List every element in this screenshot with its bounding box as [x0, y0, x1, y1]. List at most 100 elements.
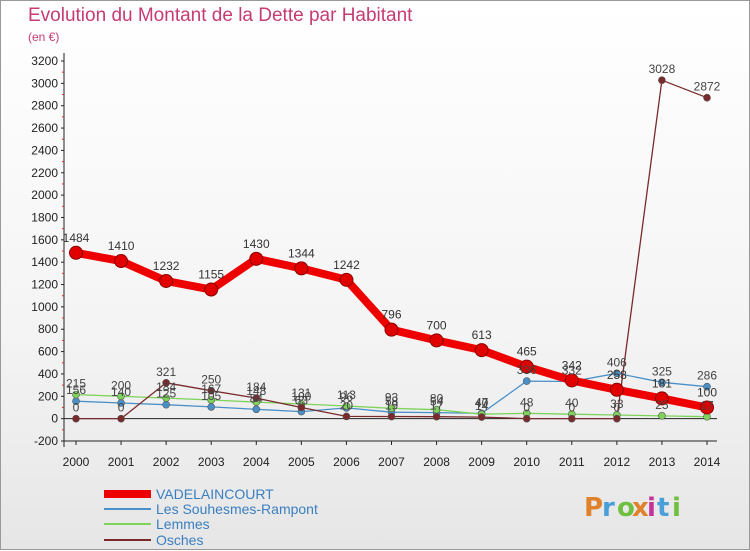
data-label: 332	[562, 364, 582, 378]
logo-letter: i	[647, 493, 656, 523]
data-label: 181	[652, 376, 672, 390]
series-point	[387, 412, 396, 421]
series-point	[613, 414, 621, 423]
series-point	[567, 414, 576, 423]
data-label: 33	[610, 397, 624, 411]
y-tick-label: 2400	[31, 143, 58, 157]
data-label: 84	[250, 391, 264, 405]
legend-label: Les Souhesmes-Rampont	[156, 501, 318, 517]
series-point	[342, 402, 351, 410]
data-label: 3028	[649, 62, 676, 76]
main-series-point	[294, 261, 309, 276]
series-point	[207, 396, 216, 404]
y-tick-label: 2200	[31, 166, 58, 180]
y-tick-label: 1200	[31, 278, 58, 292]
main-series-point	[204, 282, 219, 297]
main-series-point	[114, 254, 129, 269]
main-series-point	[654, 391, 669, 406]
data-label: 58	[385, 394, 399, 408]
data-label: 342	[562, 358, 582, 372]
main-series-point	[429, 333, 444, 348]
data-label: 156	[66, 383, 86, 397]
axes: -200020040060080010001200140016001800200…	[31, 53, 721, 469]
data-label: 40	[565, 396, 579, 410]
x-tick-label: 2003	[198, 455, 225, 469]
series-point	[658, 76, 666, 85]
data-label: 1242	[333, 258, 360, 272]
data-label: 100	[697, 385, 717, 399]
data-label: 14	[475, 399, 489, 413]
data-label: 286	[697, 369, 717, 383]
y-tick-label: 1000	[31, 300, 58, 314]
series-point	[522, 414, 531, 423]
series-point	[117, 392, 125, 401]
x-tick-label: 2007	[378, 455, 405, 469]
x-tick-label: 2004	[243, 455, 270, 469]
x-tick-label: 2012	[604, 455, 631, 469]
series-point	[342, 412, 351, 421]
data-label: 321	[156, 365, 176, 379]
series-point	[162, 400, 170, 409]
data-label: 17	[700, 399, 714, 413]
data-label: 325	[652, 364, 672, 378]
data-label: 336	[517, 363, 537, 377]
series-point	[162, 378, 170, 387]
data-label: 406	[607, 355, 627, 369]
y-tick-label: 1600	[31, 233, 58, 247]
data-label: 1410	[108, 239, 135, 253]
logo-letter: i	[672, 493, 681, 523]
series-point	[613, 369, 621, 378]
chart-subtitle: (en €)	[28, 30, 60, 44]
data-label: 40	[475, 396, 489, 410]
data-label: 0	[614, 401, 621, 415]
data-label: 113	[337, 388, 356, 402]
legend-label: Osches	[156, 532, 203, 548]
data-label: 105	[201, 389, 221, 403]
logo-letter: x	[632, 493, 649, 523]
data-label: 250	[201, 373, 221, 387]
series-point	[207, 403, 216, 411]
series-point	[477, 413, 486, 421]
data-label: 54	[430, 395, 444, 409]
y-tick-label: 800	[38, 322, 58, 336]
series-point	[432, 412, 441, 421]
y-tick-label: 3200	[31, 54, 58, 68]
data-label: 48	[520, 395, 534, 409]
main-series-point	[609, 382, 624, 397]
x-tick-label: 2001	[108, 455, 135, 469]
data-label: 2872	[694, 80, 721, 94]
y-tick-label: 1400	[31, 255, 58, 269]
proxiti-logo: Pr oxi t i	[584, 493, 681, 523]
data-label: 93	[385, 390, 399, 404]
data-label: 0	[568, 401, 575, 415]
series-point	[658, 412, 666, 420]
chart-title: Evolution du Montant de la Dette par Hab…	[28, 5, 413, 26]
series-point	[703, 382, 711, 391]
legend-label: VADELAINCOURT	[156, 486, 274, 502]
x-tick-label: 2008	[423, 455, 450, 469]
series-point	[522, 377, 531, 385]
data-label: 20	[340, 398, 354, 412]
main-series-point	[249, 251, 264, 266]
x-tick-label: 2005	[288, 455, 315, 469]
data-label: 17	[430, 399, 444, 413]
data-label: 47	[475, 395, 489, 409]
data-label: 167	[201, 382, 221, 396]
data-label: 100	[291, 389, 311, 403]
main-series-point	[384, 322, 399, 337]
data-label: 465	[517, 345, 537, 359]
data-label: 1484	[63, 231, 90, 245]
data-label: 25	[655, 398, 669, 412]
main-series-point	[339, 272, 354, 287]
logo-letter: P	[584, 493, 603, 523]
y-tick-label: 3000	[31, 76, 58, 90]
data-label: 200	[111, 378, 131, 392]
series-point	[117, 414, 125, 423]
logo-letter: t	[657, 493, 669, 523]
y-tick-label: 400	[38, 367, 58, 381]
main-series-point	[69, 245, 83, 260]
data-label: 184	[246, 380, 266, 394]
data-label: 1430	[243, 237, 270, 251]
